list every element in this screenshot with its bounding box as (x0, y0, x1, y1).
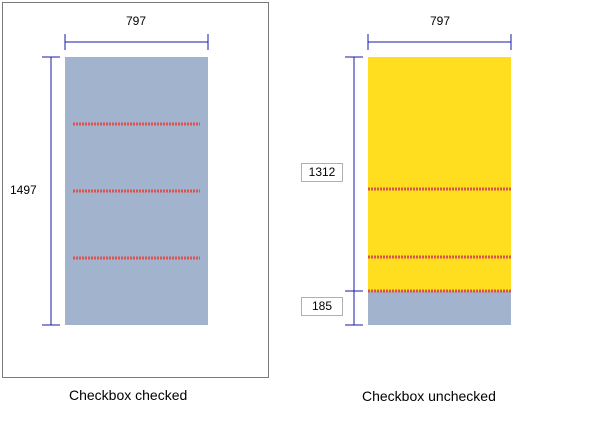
left-width-dimension (64, 34, 209, 50)
left-red-lines (73, 122, 200, 260)
left-height-dimension (42, 56, 60, 326)
right-height-dimension (345, 56, 363, 326)
right-width-label: 797 (430, 14, 451, 28)
right-top-rect (368, 57, 511, 291)
bottom-section-input[interactable]: 185 (301, 297, 343, 316)
right-width-dimension (367, 34, 512, 50)
right-caption: Checkbox unchecked (362, 388, 496, 404)
left-caption: Checkbox checked (69, 387, 188, 403)
top-section-input[interactable]: 1312 (301, 163, 343, 182)
right-bottom-rect (368, 291, 511, 325)
left-width-label: 797 (126, 14, 147, 28)
left-height-label: 1497 (10, 183, 37, 197)
